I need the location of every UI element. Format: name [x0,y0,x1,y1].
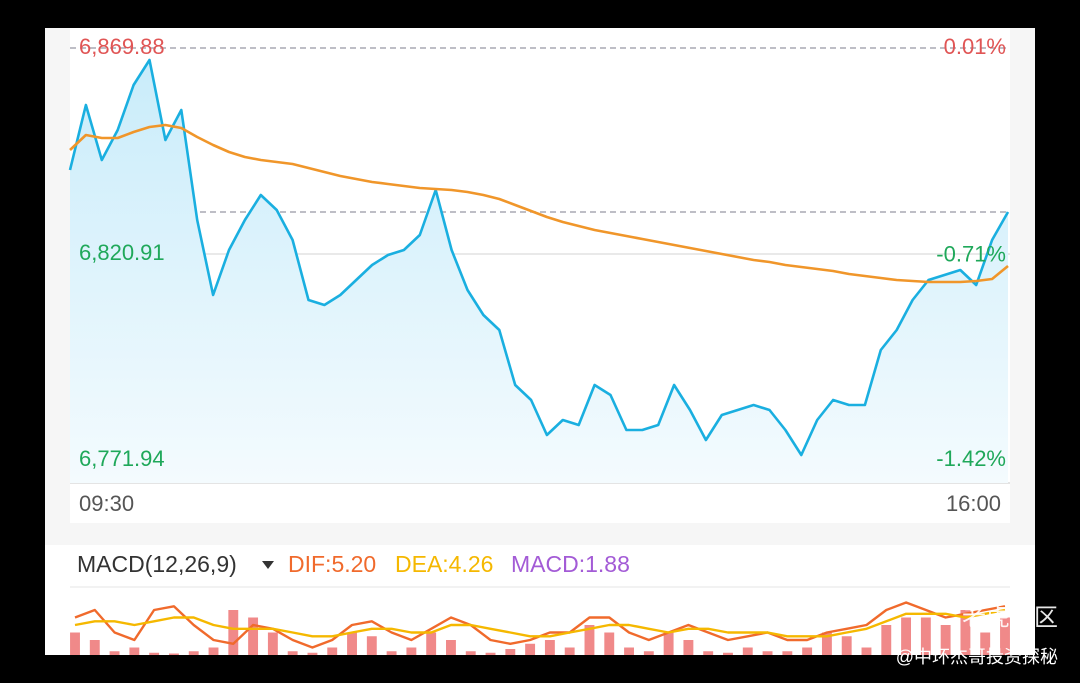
price-chart: 6,869.88 0.01% 6,820.91 -0.71% 6,771.94 -1.42… [68,34,1010,516]
macd-bar [821,632,832,655]
macd-bar [624,647,634,655]
y-tick-label: 6,869.88 [79,34,165,59]
macd-bar [802,647,813,655]
watermark-brand: 老虎社区 [962,604,1058,631]
macd-bar [287,651,298,655]
macd-bar [446,640,456,655]
macd-bar [347,632,357,655]
macd-bar [406,647,417,655]
macd-bar [188,651,199,655]
macd-bar [544,640,555,655]
macd-bar [564,647,575,655]
macd-bar [980,632,991,655]
macd-bar [881,625,892,655]
macd-bar [584,625,595,655]
macd-bar [109,651,120,655]
legend-entry: DIF:5.20 [288,551,376,577]
macd-bar [426,632,437,655]
y2-tick-label: -0.71% [936,241,1006,266]
macd-bar [762,651,773,655]
macd-bar [505,649,516,655]
macd-bar [1000,617,1010,655]
macd-legend: DIF:5.20 DEA:4.26 MACD:1.88 [288,551,630,577]
macd-bar [841,636,852,655]
macd-bar [129,647,140,655]
macd-bar [168,653,179,655]
macd-bar [386,651,397,655]
watermark-author: @中环杰哥投资探秘 [896,647,1058,667]
macd-bar [267,632,278,655]
x-tick-label: 09:30 [79,491,134,516]
macd-line [74,608,1006,638]
price-area [70,60,1008,483]
macd-bar [663,632,674,655]
macd-bar [149,652,160,655]
macd-bar [960,610,971,655]
macd-bar [742,647,753,655]
macd-title: MACD(12,26,9) [77,551,237,577]
y2-tick-label: 0.01% [944,34,1006,59]
macd-bar [861,647,872,655]
macd-bar [782,651,793,655]
macd-bar [366,636,377,655]
macd-bar [723,652,733,655]
macd-bar [208,647,219,655]
dropdown-arrow[interactable] [262,561,274,569]
average-line [69,123,1009,284]
macd-bar [683,640,694,655]
legend-entry: DEA:4.26 [395,551,493,577]
macd-bar [89,640,100,655]
macd-bar [525,643,536,655]
macd-bar [485,652,496,655]
macd-bar [248,617,259,655]
y-tick-label: 6,771.94 [79,446,165,471]
macd-bar [901,617,912,655]
y-tick-label: 6,820.91 [79,240,165,265]
macd-bar [465,651,476,655]
macd-bar [703,651,714,655]
macd-bar [228,610,239,655]
macd-bar [307,652,318,655]
y2-tick-label: -1.42% [936,446,1006,471]
macd-bar [940,625,951,655]
macd-bar [70,632,80,655]
x-tick-label: 16:00 [946,491,1001,516]
macd-bar [643,651,654,655]
macd-bar [920,617,931,655]
legend-entry: MACD:1.88 [511,551,630,577]
price-line [68,58,1010,457]
macd-bar [604,632,615,655]
macd-bar [327,647,338,655]
macd-chart [70,601,1010,655]
